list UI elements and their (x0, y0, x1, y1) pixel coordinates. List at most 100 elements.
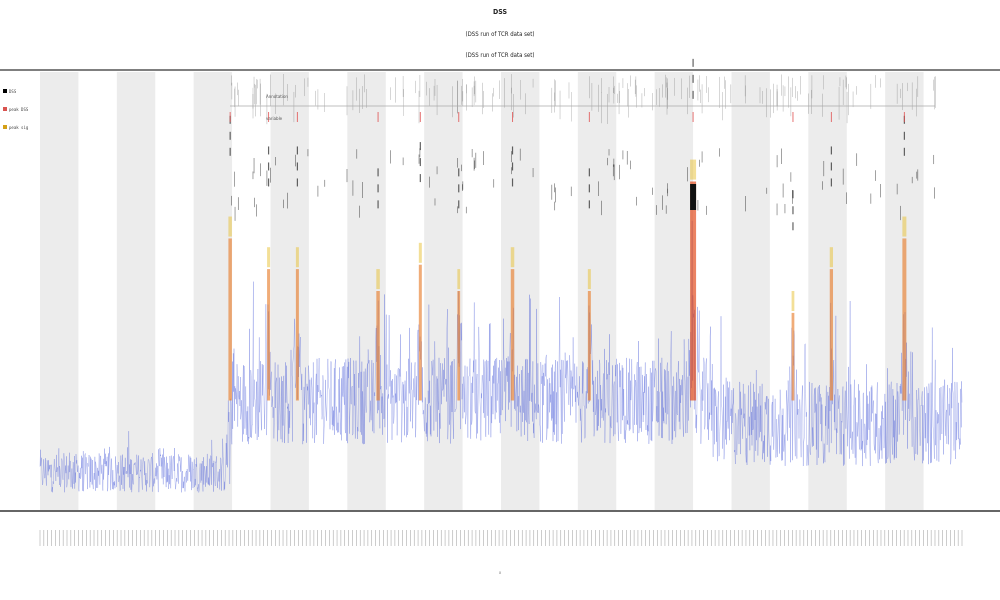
legend-item: DSS (3, 82, 28, 100)
legend-label: DSS (9, 88, 17, 94)
peak-tick (458, 184, 460, 193)
peak-tick (692, 74, 694, 83)
peak-tick (588, 184, 590, 193)
legend-swatch (3, 89, 7, 93)
peak-tick (267, 178, 270, 187)
peak-column-yellow (587, 269, 591, 290)
shaded-band (116, 72, 156, 510)
peak-tick (792, 190, 794, 199)
peak-tick (229, 131, 231, 140)
peak-tick (419, 158, 421, 167)
peak-marker-red (296, 112, 298, 122)
peak-column (376, 291, 380, 401)
peak-tick (296, 178, 298, 187)
peak-column (510, 269, 515, 401)
peak-marker-red (692, 112, 694, 122)
legend-swatch (3, 107, 7, 111)
peak-column-yellow (228, 216, 232, 237)
peak-tick (830, 162, 832, 171)
peak-tick (511, 162, 514, 171)
peak-columns (228, 58, 907, 401)
peak-column (418, 264, 422, 401)
peak-column-yellow (902, 216, 907, 237)
peak-tick (458, 168, 460, 177)
peak-tick (377, 184, 379, 193)
legend-swatch (3, 125, 7, 129)
peak-tick (792, 206, 794, 215)
peak-column (829, 269, 834, 401)
peak-column (457, 291, 461, 401)
legend-item: peak DSS (3, 100, 28, 118)
peak-column-yellow (690, 159, 697, 180)
peak-column-yellow (295, 247, 299, 268)
peak-tick (792, 222, 794, 231)
peak-marker-red (458, 112, 460, 122)
peak-tick (458, 200, 460, 209)
peak-highlight-box (690, 184, 697, 210)
peak-tick (511, 146, 514, 155)
peak-column-yellow (510, 247, 515, 268)
peak-marker-red (268, 112, 270, 122)
peak-tick (830, 146, 832, 155)
shaded-band (40, 72, 79, 510)
peak-tick (588, 200, 590, 209)
peak-tick (692, 58, 694, 67)
x-tick-labels (39, 530, 963, 546)
shaded-bands (40, 72, 924, 510)
peak-column (902, 238, 907, 401)
shaded-band (731, 72, 770, 510)
legend-item: peak sig (3, 118, 28, 136)
legend-label: peak DSS (9, 106, 29, 112)
peak-tick (419, 174, 421, 183)
shaded-band (193, 72, 233, 510)
peak-tick (296, 162, 298, 171)
peak-tick (903, 131, 905, 140)
peak-marker-lines (231, 74, 936, 221)
peak-column-yellow (376, 269, 380, 290)
shaded-band (654, 72, 694, 510)
peak-column (791, 312, 795, 401)
annotation-label: variable (266, 116, 283, 121)
peak-tick (267, 146, 270, 155)
peak-marker-red (588, 112, 590, 122)
peak-tick (229, 147, 231, 156)
peak-tick (830, 178, 832, 187)
peak-column (587, 291, 591, 401)
peak-tick (588, 168, 590, 177)
peak-marker-red (830, 112, 832, 122)
peak-column (690, 181, 697, 401)
peak-marker-red (903, 112, 905, 122)
peak-tick (511, 178, 514, 187)
shaded-band (808, 72, 847, 510)
peak-marker-red (792, 112, 794, 122)
peak-column-yellow (418, 242, 422, 263)
peak-tick (296, 146, 298, 155)
peak-marker-red (419, 112, 421, 122)
shaded-band (347, 72, 386, 510)
shaded-band (501, 72, 540, 510)
peak-column (295, 269, 299, 401)
x-axis-label: x (499, 570, 502, 575)
peak-tick (377, 168, 379, 177)
shaded-band (270, 72, 309, 510)
peak-column (267, 269, 271, 401)
peak-tick (419, 142, 421, 151)
peak-tick (692, 90, 694, 99)
signal-line (39, 220, 963, 493)
peak-tick (903, 147, 905, 156)
shaded-band (577, 72, 617, 510)
peak-marker-red (377, 112, 379, 122)
annotation-label: Annotation (266, 94, 288, 99)
chart-subtitle-1: (DSS run of TCR data set) (465, 31, 535, 38)
peak-column-yellow (791, 291, 795, 311)
peak-column-yellow (267, 247, 271, 268)
signal-trace (39, 220, 963, 493)
peak-marker-red (229, 112, 231, 122)
peak-tick (267, 162, 270, 171)
peak-column (228, 238, 232, 401)
peak-tick (377, 200, 379, 209)
shaded-band (424, 72, 463, 510)
peak-marker-red (512, 112, 514, 122)
legend-label: peak sig (9, 124, 29, 130)
